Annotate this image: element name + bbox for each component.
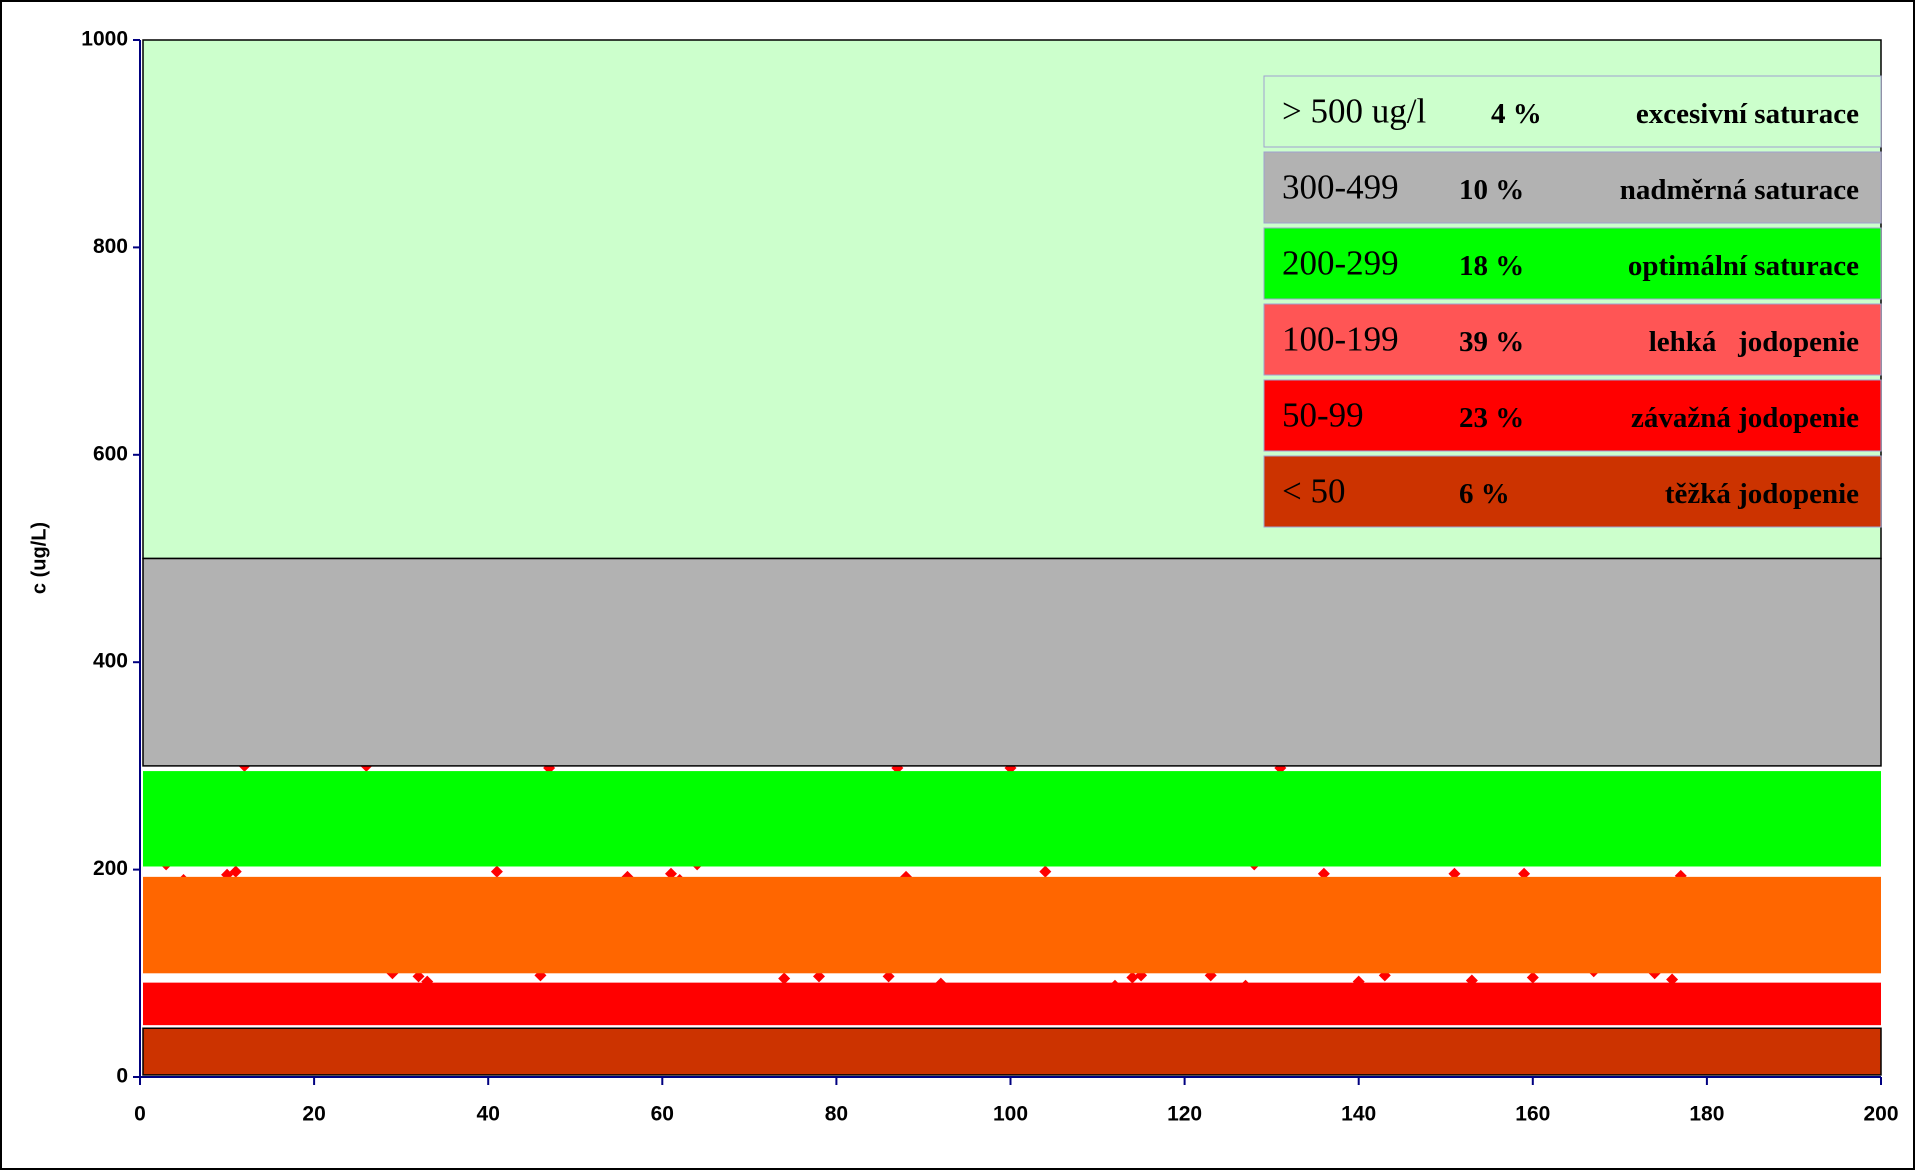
data-point [1039, 865, 1052, 878]
legend-item: 50-99 23 % závažná jodopenie [1263, 379, 1882, 452]
data-point [229, 865, 242, 878]
legend-swatch [1263, 303, 1882, 376]
legend-range: < 50 [1282, 472, 1346, 511]
data-point [1448, 867, 1461, 880]
x-tick-label: 140 [1341, 1103, 1376, 1126]
data-point [1518, 867, 1531, 880]
legend-item: > 500 ug/l 4 % excesivní saturace [1263, 75, 1882, 148]
legend-item: 100-199 39 % lehká jodopenie [1263, 303, 1882, 376]
x-tick-label: 0 [134, 1103, 146, 1126]
x-tick-label: 120 [1167, 1103, 1202, 1126]
data-point [665, 867, 678, 880]
band [143, 982, 1881, 1026]
y-tick-label: 600 [93, 442, 128, 465]
legend-description: excesivní saturace [1636, 98, 1859, 130]
y-axis-label: c (ug/L) [28, 522, 50, 594]
legend-percent: 23 % [1459, 402, 1524, 434]
legend-range: 200-299 [1282, 244, 1399, 283]
band [142, 1027, 1882, 1076]
x-tick-label: 60 [651, 1103, 674, 1126]
legend-description: závažná jodopenie [1631, 402, 1859, 434]
data-point [778, 972, 791, 985]
x-tick-label: 100 [993, 1103, 1028, 1126]
legend-item: < 50 6 % těžká jodopenie [1263, 455, 1882, 528]
legend-percent: 10 % [1459, 174, 1524, 206]
y-tick-label: 200 [93, 857, 128, 880]
data-point [812, 970, 825, 983]
legend-swatch [1263, 455, 1882, 528]
x-tick-label: 80 [825, 1103, 848, 1126]
y-tick-label: 0 [116, 1065, 128, 1088]
legend-description: lehká jodopenie [1649, 326, 1859, 358]
legend-percent: 6 % [1459, 478, 1510, 510]
legend-percent: 39 % [1459, 326, 1524, 358]
band [143, 771, 1881, 867]
data-point [1526, 971, 1539, 984]
data-point [1317, 867, 1330, 880]
band [143, 876, 1881, 974]
data-point [1666, 973, 1679, 986]
legend-range: 100-199 [1282, 320, 1399, 359]
legend-swatch [1263, 227, 1882, 300]
x-tick-label: 160 [1515, 1103, 1550, 1126]
x-tick-label: 180 [1689, 1103, 1724, 1126]
legend-swatch [1263, 379, 1882, 452]
y-tick-label: 400 [93, 650, 128, 673]
legend-description: optimální saturace [1628, 250, 1859, 282]
legend-range: 50-99 [1282, 396, 1364, 435]
legend-range: 300-499 [1282, 168, 1399, 207]
legend-percent: 4 % [1491, 98, 1542, 130]
legend-description: těžká jodopenie [1665, 478, 1859, 510]
legend-swatch [1263, 75, 1882, 148]
legend-percent: 18 % [1459, 250, 1524, 282]
legend-swatch [1263, 151, 1882, 224]
data-point [882, 970, 895, 983]
y-tick-label: 1000 [81, 28, 128, 51]
legend-range: > 500 ug/l [1282, 92, 1426, 131]
data-point [1126, 971, 1139, 984]
legend-item: 300-499 10 % nadměrná saturace [1263, 151, 1882, 224]
x-tick-label: 200 [1863, 1103, 1898, 1126]
data-point [490, 865, 503, 878]
x-tick-label: 20 [302, 1103, 325, 1126]
data-point [412, 970, 425, 983]
x-tick-label: 40 [477, 1103, 500, 1126]
band [142, 557, 1882, 767]
y-tick-label: 800 [93, 235, 128, 258]
legend-item: 200-299 18 % optimální saturace [1263, 227, 1882, 300]
legend-description: nadměrná saturace [1620, 174, 1859, 206]
